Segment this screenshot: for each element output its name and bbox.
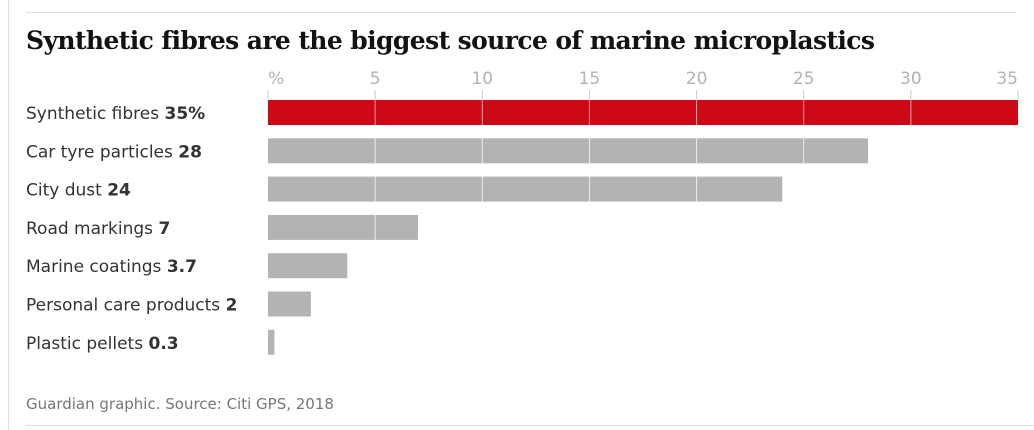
bottom-border-rule <box>26 425 1034 426</box>
x-tick-label: 10 <box>471 69 493 89</box>
value-label: 35% <box>165 104 206 124</box>
value-label: 7 <box>158 219 170 239</box>
bars <box>268 100 1018 355</box>
category-label: Marine coatings 3.7 <box>26 257 197 277</box>
value-label: 0.3 <box>148 334 178 354</box>
category-name: Car tyre particles <box>26 142 178 162</box>
category-label: Road markings 7 <box>26 219 170 239</box>
category-name: Synthetic fibres <box>26 104 165 124</box>
category-name: Personal care products <box>26 296 226 316</box>
x-tick-label: 30 <box>900 69 922 89</box>
category-label: Plastic pellets 0.3 <box>26 334 179 354</box>
top-border-rule <box>26 12 1016 13</box>
category-name: Marine coatings <box>26 257 167 277</box>
gridlines <box>374 100 912 240</box>
bar <box>268 214 418 240</box>
value-label: 28 <box>178 142 202 162</box>
category-name: Road markings <box>26 219 158 239</box>
x-tick-label: 25 <box>793 69 815 89</box>
category-name: City dust <box>26 181 107 201</box>
bar <box>268 138 868 164</box>
x-tick-label: 5 <box>370 69 381 89</box>
x-tick-label: 20 <box>686 69 708 89</box>
bar <box>268 100 1018 125</box>
bar <box>268 176 783 202</box>
x-tick-label: % <box>268 69 284 89</box>
x-tick-label: 15 <box>579 69 601 89</box>
bar <box>268 253 348 279</box>
value-label: 2 <box>226 296 238 316</box>
x-axis-ticks: % 5 10 15 20 25 30 35 <box>267 69 1019 99</box>
chart-title: Synthetic fibres are the biggest source … <box>26 26 875 55</box>
left-border-rule <box>8 0 9 430</box>
bar <box>268 291 311 317</box>
category-label: Synthetic fibres 35% <box>26 104 205 124</box>
value-label: 24 <box>107 181 131 201</box>
value-label: 3.7 <box>167 257 197 277</box>
category-label: City dust 24 <box>26 181 131 201</box>
category-label: Car tyre particles 28 <box>26 142 202 162</box>
x-tick-label: 35 <box>996 69 1018 89</box>
source-note: Guardian graphic. Source: Citi GPS, 2018 <box>26 395 334 413</box>
category-name: Plastic pellets <box>26 334 148 354</box>
row-labels: Synthetic fibres 35% Car tyre particles 2… <box>26 104 237 354</box>
category-label: Personal care products 2 <box>26 296 237 316</box>
bar <box>268 329 275 355</box>
